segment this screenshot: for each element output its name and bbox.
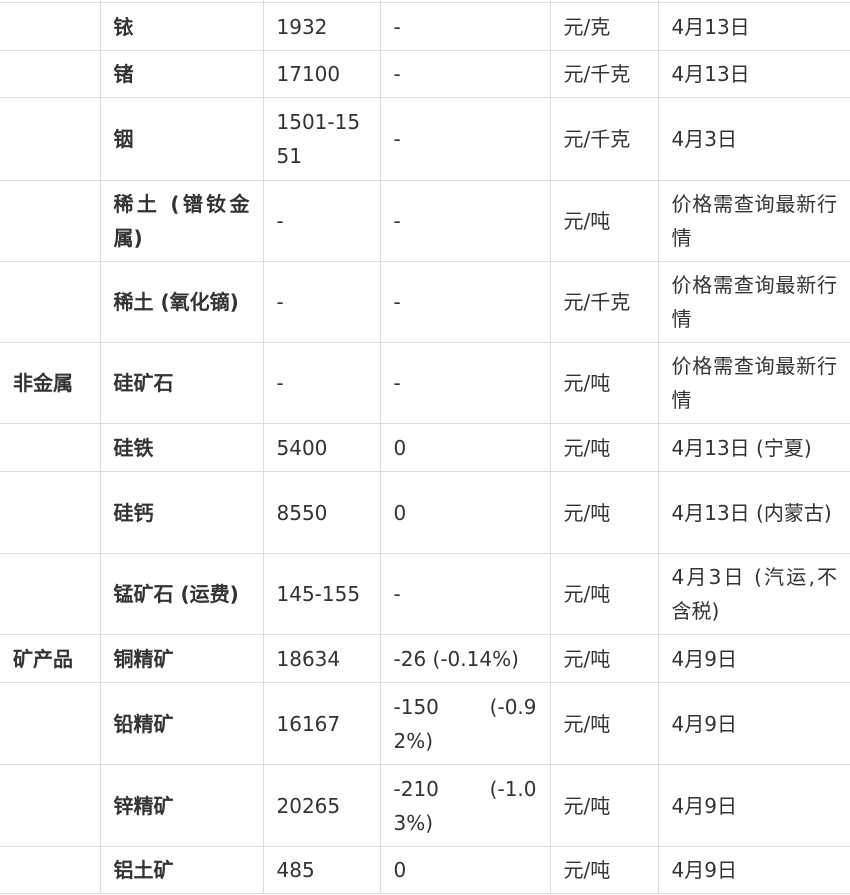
cell-date: 4月13日 (657, 2, 850, 51)
cell-category (0, 764, 101, 847)
cell-item-name: 铝土矿 (99, 846, 264, 894)
cell-price: 1501-1551 (262, 97, 381, 181)
cell-unit: 元/吨 (549, 682, 659, 765)
cell-unit: 元/千克 (549, 261, 659, 343)
cell-date: 4月3日 (汽运,不含税) (657, 553, 850, 635)
cell-category (0, 97, 101, 181)
cell-unit: 元/克 (549, 2, 659, 51)
cell-date: 4月9日 (657, 764, 850, 847)
table-row: 铱 1932 - 元/克 4月13日 (0, 2, 850, 51)
table-row: 铅精矿 16167 -150 (-0.92%) 元/吨 4月9日 (0, 682, 850, 765)
cell-change: -210 (-1.03%) (379, 764, 551, 847)
cell-change: -26 (-0.14%) (379, 634, 551, 683)
cell-unit: 元/吨 (549, 180, 659, 262)
cell-unit: 元/千克 (549, 50, 659, 98)
cell-unit: 元/吨 (549, 634, 659, 683)
cell-price: 485 (262, 846, 381, 894)
cell-item-name: 硅钙 (99, 471, 264, 554)
cell-change: - (379, 2, 551, 51)
table-row: 硅钙 8550 0 元/吨 4月13日 (内蒙古) (0, 471, 850, 554)
table-row: 铝土矿 485 0 元/吨 4月9日 (0, 846, 850, 894)
cell-date: 4月9日 (657, 634, 850, 683)
cell-category (0, 50, 101, 98)
cell-price: - (262, 180, 381, 262)
cell-category (0, 261, 101, 343)
cell-item-name: 稀土 (镨钕金属) (99, 180, 264, 262)
cell-change: -150 (-0.92%) (379, 682, 551, 765)
table-row: 铟 1501-1551 - 元/千克 4月3日 (0, 97, 850, 181)
cell-change: - (379, 342, 551, 424)
cell-category (0, 846, 101, 894)
cell-price: - (262, 261, 381, 343)
cell-date: 4月13日 (宁夏) (657, 423, 850, 472)
cell-category (0, 180, 101, 262)
table-row: 锗 17100 - 元/千克 4月13日 (0, 50, 850, 98)
cell-category: 非金属 (0, 342, 101, 424)
cell-category (0, 553, 101, 635)
cell-date: 价格需查询最新行情 (657, 261, 850, 343)
cell-date: 4月3日 (657, 97, 850, 181)
cell-date: 价格需查询最新行情 (657, 180, 850, 262)
table-row: 非金属 硅矿石 - - 元/吨 价格需查询最新行情 (0, 342, 850, 424)
cell-category (0, 2, 101, 51)
cell-change: - (379, 180, 551, 262)
table-row: 稀土 (氧化镝) - - 元/千克 价格需查询最新行情 (0, 261, 850, 343)
cell-change: - (379, 261, 551, 343)
cell-item-name: 铟 (99, 97, 264, 181)
table-row: 锰矿石 (运费) 145-155 - 元/吨 4月3日 (汽运,不含税) (0, 553, 850, 635)
cell-price: - (262, 342, 381, 424)
cell-price: 8550 (262, 471, 381, 554)
cell-unit: 元/吨 (549, 342, 659, 424)
cell-price: 18634 (262, 634, 381, 683)
table-row: 矿产品 铜精矿 18634 -26 (-0.14%) 元/吨 4月9日 (0, 634, 850, 683)
cell-change: - (379, 553, 551, 635)
cell-item-name: 锌精矿 (99, 764, 264, 847)
cell-change: 0 (379, 423, 551, 472)
cell-category (0, 423, 101, 472)
cell-item-name: 铜精矿 (99, 634, 264, 683)
cell-category (0, 682, 101, 765)
cell-item-name: 硅矿石 (99, 342, 264, 424)
cell-change: - (379, 50, 551, 98)
cell-price: 145-155 (262, 553, 381, 635)
cell-unit: 元/吨 (549, 423, 659, 472)
cell-category (0, 471, 101, 554)
cell-item-name: 锗 (99, 50, 264, 98)
cell-price: 16167 (262, 682, 381, 765)
cell-date: 4月9日 (657, 682, 850, 765)
cell-item-name: 锰矿石 (运费) (99, 553, 264, 635)
cell-item-name: 稀土 (氧化镝) (99, 261, 264, 343)
cell-change: - (379, 97, 551, 181)
cell-price: 5400 (262, 423, 381, 472)
cell-category: 矿产品 (0, 634, 101, 683)
table-row: 硅铁 5400 0 元/吨 4月13日 (宁夏) (0, 423, 850, 472)
cell-item-name: 铅精矿 (99, 682, 264, 765)
cell-unit: 元/吨 (549, 764, 659, 847)
cell-unit: 元/吨 (549, 553, 659, 635)
table-row: 稀土 (镨钕金属) - - 元/吨 价格需查询最新行情 (0, 180, 850, 262)
cell-change: 0 (379, 846, 551, 894)
table-row: 锌精矿 20265 -210 (-1.03%) 元/吨 4月9日 (0, 764, 850, 847)
cell-price: 1932 (262, 2, 381, 51)
cell-date: 4月9日 (657, 846, 850, 894)
cell-date: 4月13日 (内蒙古) (657, 471, 850, 554)
cell-date: 4月13日 (657, 50, 850, 98)
cell-item-name: 铱 (99, 2, 264, 51)
cell-date: 价格需查询最新行情 (657, 342, 850, 424)
cell-unit: 元/吨 (549, 846, 659, 894)
cell-price: 20265 (262, 764, 381, 847)
cell-unit: 元/吨 (549, 471, 659, 554)
cell-change: 0 (379, 471, 551, 554)
cell-unit: 元/千克 (549, 97, 659, 181)
cell-price: 17100 (262, 50, 381, 98)
cell-item-name: 硅铁 (99, 423, 264, 472)
